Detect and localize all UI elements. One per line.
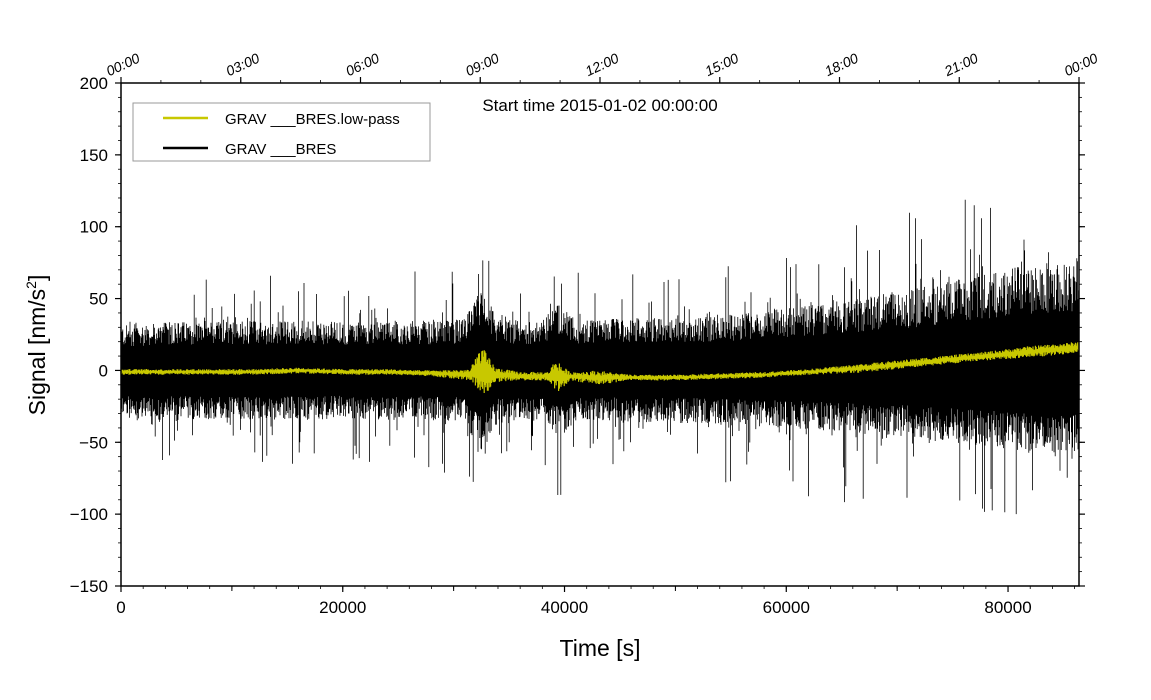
legend-box: [132, 102, 431, 162]
start-time-annotation: Start time 2015-01-02 00:00:00: [482, 96, 717, 115]
top-tick-label: 09:00: [463, 50, 502, 79]
y-tick-label: −150: [70, 577, 108, 596]
trace-layer: [120, 199, 1080, 515]
x-tick-label: 40000: [541, 598, 588, 617]
top-tick-label: 03:00: [223, 50, 262, 79]
y-tick-label: −100: [70, 505, 108, 524]
x-tick-label: 80000: [984, 598, 1031, 617]
top-tick-label: 06:00: [343, 50, 382, 79]
x-tick-label: 0: [116, 598, 125, 617]
y-tick-label: 100: [80, 218, 108, 237]
x-tick-label: 60000: [763, 598, 810, 617]
legend-label-lowpass: GRAV ___BRES.low-pass: [225, 111, 400, 128]
top-tick-label: 15:00: [702, 50, 741, 79]
y-axis-label-main: Signal [nm/s: [24, 289, 50, 416]
x-axis-label: Time [s]: [560, 635, 641, 661]
legend-label-raw: GRAV ___BRES: [225, 141, 336, 158]
top-tick-label: 00:00: [1062, 50, 1101, 79]
y-tick-label: −50: [79, 433, 108, 452]
top-tick-label: 00:00: [104, 50, 143, 79]
top-tick-label: 18:00: [822, 50, 861, 79]
x-tick-label: 20000: [319, 598, 366, 617]
y-tick-label: 50: [89, 290, 108, 309]
y-axis-label: Signal [nm/s2]: [23, 275, 50, 416]
y-tick-label: 0: [99, 361, 108, 380]
y-axis-label-superscript: 2: [23, 281, 39, 289]
y-axis-label-close: ]: [24, 275, 50, 281]
y-tick-label: 200: [80, 74, 108, 93]
top-tick-label: 12:00: [583, 50, 622, 79]
raw-signal-trace: [120, 199, 1079, 515]
legend: GRAV ___BRES.low-pass GRAV ___BRES: [132, 102, 431, 162]
top-tick-label: 21:00: [941, 50, 981, 80]
y-tick-label: 150: [80, 146, 108, 165]
